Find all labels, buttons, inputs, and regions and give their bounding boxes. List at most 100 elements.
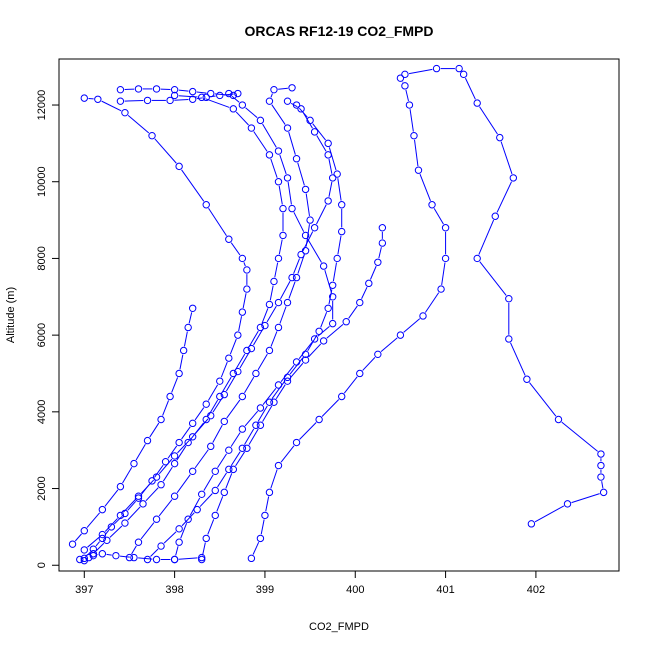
series-line-segment bbox=[122, 466, 133, 484]
data-point bbox=[202, 93, 210, 102]
data-point bbox=[98, 550, 107, 558]
data-point bbox=[333, 254, 341, 263]
data-point bbox=[597, 450, 605, 458]
series-line-segment bbox=[266, 305, 277, 323]
data-point bbox=[175, 438, 183, 447]
data-point bbox=[301, 231, 310, 240]
series-line-segment bbox=[409, 109, 414, 132]
series-line-segment bbox=[223, 93, 234, 96]
series-line-segment bbox=[163, 531, 177, 544]
series-line-segment bbox=[217, 472, 227, 488]
series-line-segment bbox=[248, 330, 259, 348]
data-point bbox=[328, 319, 337, 328]
series-line-segment bbox=[479, 261, 507, 296]
data-point bbox=[170, 459, 179, 468]
y-tick-label: 10000 bbox=[36, 166, 48, 197]
series-line-segment bbox=[95, 542, 105, 552]
data-point bbox=[243, 285, 251, 293]
series-line-segment bbox=[230, 432, 241, 447]
data-point bbox=[103, 536, 111, 545]
data-point bbox=[297, 250, 305, 259]
data-point bbox=[301, 356, 310, 364]
data-point bbox=[238, 392, 247, 401]
series-line-segment bbox=[270, 158, 278, 178]
series-line-segment bbox=[278, 87, 288, 90]
data-point bbox=[134, 85, 143, 93]
data-point bbox=[202, 201, 210, 209]
data-point bbox=[238, 444, 247, 452]
data-point bbox=[170, 85, 179, 94]
data-point bbox=[274, 381, 283, 389]
series-line-segment bbox=[424, 292, 440, 313]
series-line-segment bbox=[478, 219, 495, 255]
series-line-segment bbox=[127, 506, 141, 521]
series-line-segment bbox=[252, 542, 260, 555]
series-line-segment bbox=[175, 546, 179, 556]
data-point bbox=[130, 459, 138, 468]
series-line-segment bbox=[260, 519, 265, 535]
series-line-segment bbox=[262, 123, 277, 148]
data-point bbox=[410, 132, 418, 140]
series-line-segment bbox=[321, 399, 340, 417]
series-line-segment bbox=[297, 254, 305, 274]
series-line-segment bbox=[178, 89, 189, 92]
data-point bbox=[265, 398, 274, 406]
data-point bbox=[283, 124, 292, 132]
data-point bbox=[261, 321, 269, 330]
series-line-segment bbox=[196, 91, 207, 94]
data-point bbox=[234, 89, 242, 98]
data-point bbox=[432, 64, 441, 73]
data-point bbox=[256, 421, 265, 429]
series-line-segment bbox=[231, 95, 240, 103]
series-line-segment bbox=[293, 258, 300, 274]
series-line-segment bbox=[288, 131, 296, 155]
data-point bbox=[161, 457, 170, 466]
series-line-segment bbox=[208, 207, 227, 237]
data-point bbox=[80, 94, 88, 102]
series-line-segment bbox=[307, 238, 322, 263]
data-point bbox=[597, 473, 605, 481]
series-line-segment bbox=[109, 525, 123, 538]
y-tick-label: 2000 bbox=[36, 476, 48, 500]
y-tick-label: 4000 bbox=[36, 400, 48, 424]
data-point bbox=[356, 369, 364, 378]
series-line-segment bbox=[257, 405, 268, 422]
data-point bbox=[170, 452, 179, 460]
data-point bbox=[523, 375, 531, 383]
data-point bbox=[175, 162, 183, 171]
x-axis-label: CO2_FMPD bbox=[309, 621, 369, 633]
data-point bbox=[175, 525, 183, 533]
series-line-segment bbox=[179, 354, 184, 370]
data-point bbox=[396, 331, 405, 339]
series-line-segment bbox=[307, 334, 318, 351]
series-line-segment bbox=[183, 331, 188, 347]
series-line-segment bbox=[316, 135, 327, 152]
series-line-segment bbox=[154, 138, 177, 164]
series-line-segment bbox=[534, 505, 565, 523]
series-line-segment bbox=[464, 77, 476, 100]
data-point bbox=[473, 254, 481, 263]
data-point bbox=[319, 337, 328, 345]
series-line-segment bbox=[441, 262, 446, 286]
series-line-segment bbox=[380, 337, 398, 352]
data-point bbox=[184, 515, 192, 523]
series-line-segment bbox=[178, 557, 198, 560]
data-point bbox=[220, 390, 228, 399]
data-point bbox=[216, 392, 224, 401]
series-line-segment bbox=[500, 141, 513, 175]
data-point bbox=[193, 505, 201, 514]
series-line-segment bbox=[235, 451, 246, 467]
series-line-segment bbox=[280, 445, 295, 463]
series-5 bbox=[143, 101, 346, 564]
data-point bbox=[207, 411, 215, 420]
data-point bbox=[252, 421, 260, 429]
series-line-segment bbox=[194, 407, 205, 421]
series-line-segment bbox=[279, 154, 287, 175]
series-line-segment bbox=[278, 239, 283, 255]
series-line-segment bbox=[145, 487, 159, 502]
data-point bbox=[238, 101, 247, 109]
series-line-segment bbox=[270, 331, 278, 347]
series-line-segment bbox=[270, 93, 273, 98]
y-tick-label: 0 bbox=[36, 562, 48, 568]
series-line-segment bbox=[302, 112, 313, 129]
